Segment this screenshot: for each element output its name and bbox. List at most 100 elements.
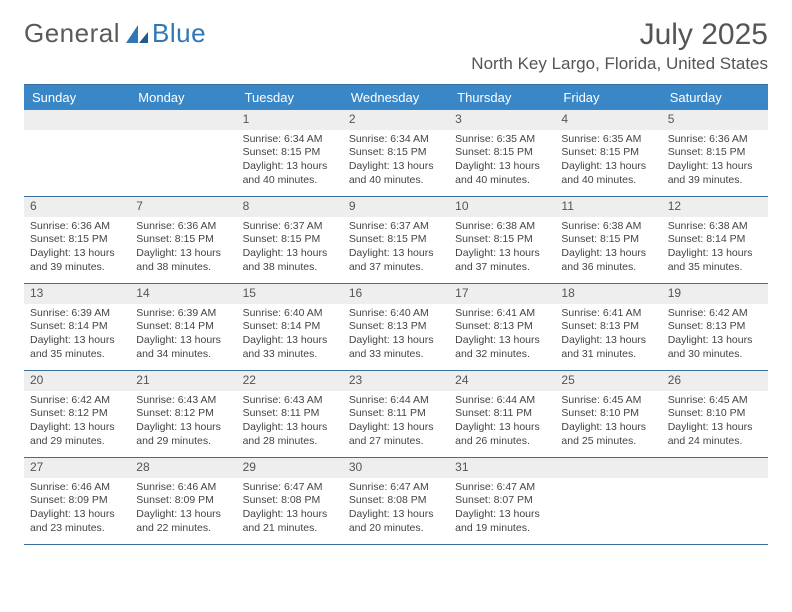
daylight-line: Daylight: 13 hours and 25 minutes. <box>561 421 655 448</box>
daylight-line: Daylight: 13 hours and 19 minutes. <box>455 508 549 535</box>
day-number: 8 <box>237 197 343 217</box>
daylight-line: Daylight: 13 hours and 39 minutes. <box>668 160 762 187</box>
day-number: 15 <box>237 284 343 304</box>
day-number: 17 <box>449 284 555 304</box>
day-number: 10 <box>449 197 555 217</box>
day-number: 20 <box>24 371 130 391</box>
day-details: Sunrise: 6:43 AMSunset: 8:12 PMDaylight:… <box>130 391 236 451</box>
day-number: 2 <box>343 110 449 130</box>
daylight-line: Daylight: 13 hours and 40 minutes. <box>243 160 337 187</box>
sunrise-line: Sunrise: 6:42 AM <box>668 307 762 321</box>
sunrise-line: Sunrise: 6:36 AM <box>30 220 124 234</box>
day-number: 26 <box>662 371 768 391</box>
day-number-empty <box>24 110 130 130</box>
day-number: 22 <box>237 371 343 391</box>
day-number: 18 <box>555 284 661 304</box>
day-number: 24 <box>449 371 555 391</box>
brand-word-1: General <box>24 18 120 49</box>
calendar-cell: 29Sunrise: 6:47 AMSunset: 8:08 PMDayligh… <box>237 458 343 544</box>
daylight-line: Daylight: 13 hours and 40 minutes. <box>455 160 549 187</box>
calendar-week: 1Sunrise: 6:34 AMSunset: 8:15 PMDaylight… <box>24 110 768 197</box>
sunrise-line: Sunrise: 6:42 AM <box>30 394 124 408</box>
sunset-line: Sunset: 8:15 PM <box>455 233 549 247</box>
day-details: Sunrise: 6:39 AMSunset: 8:14 PMDaylight:… <box>130 304 236 364</box>
calendar-cell: 8Sunrise: 6:37 AMSunset: 8:15 PMDaylight… <box>237 197 343 283</box>
sunset-line: Sunset: 8:13 PM <box>455 320 549 334</box>
sunset-line: Sunset: 8:14 PM <box>668 233 762 247</box>
sunrise-line: Sunrise: 6:43 AM <box>136 394 230 408</box>
day-number-empty <box>130 110 236 130</box>
day-number: 19 <box>662 284 768 304</box>
day-number: 14 <box>130 284 236 304</box>
sunset-line: Sunset: 8:15 PM <box>30 233 124 247</box>
calendar-cell: 20Sunrise: 6:42 AMSunset: 8:12 PMDayligh… <box>24 371 130 457</box>
daylight-line: Daylight: 13 hours and 40 minutes. <box>561 160 655 187</box>
sunset-line: Sunset: 8:13 PM <box>349 320 443 334</box>
day-details: Sunrise: 6:34 AMSunset: 8:15 PMDaylight:… <box>343 130 449 190</box>
day-number: 11 <box>555 197 661 217</box>
day-details: Sunrise: 6:36 AMSunset: 8:15 PMDaylight:… <box>24 217 130 277</box>
sunset-line: Sunset: 8:08 PM <box>349 494 443 508</box>
sunset-line: Sunset: 8:15 PM <box>455 146 549 160</box>
day-number: 16 <box>343 284 449 304</box>
calendar-cell: 31 Sunrise: 6:47 AMSunset: 8:07 PMDayligh… <box>449 458 555 544</box>
daylight-line: Daylight: 13 hours and 33 minutes. <box>349 334 443 361</box>
calendar-cell: 21Sunrise: 6:43 AMSunset: 8:12 PMDayligh… <box>130 371 236 457</box>
day-number: 21 <box>130 371 236 391</box>
daylight-line: Daylight: 13 hours and 27 minutes. <box>349 421 443 448</box>
daylight-line: Daylight: 13 hours and 28 minutes. <box>243 421 337 448</box>
day-number-empty <box>555 458 661 478</box>
day-details: Sunrise: 6:38 AMSunset: 8:14 PMDaylight:… <box>662 217 768 277</box>
calendar-cell: 2Sunrise: 6:34 AMSunset: 8:15 PMDaylight… <box>343 110 449 196</box>
daylight-line: Daylight: 13 hours and 21 minutes. <box>243 508 337 535</box>
sunset-line: Sunset: 8:07 PM <box>455 494 549 508</box>
sunset-line: Sunset: 8:08 PM <box>243 494 337 508</box>
location-subtitle: North Key Largo, Florida, United States <box>471 54 768 74</box>
calendar-cell: 9Sunrise: 6:37 AMSunset: 8:15 PMDaylight… <box>343 197 449 283</box>
day-details: Sunrise: 6:39 AMSunset: 8:14 PMDaylight:… <box>24 304 130 364</box>
day-number: 12 <box>662 197 768 217</box>
day-details: Sunrise: 6:40 AMSunset: 8:14 PMDaylight:… <box>237 304 343 364</box>
daylight-line: Daylight: 13 hours and 38 minutes. <box>136 247 230 274</box>
calendar-cell: 7Sunrise: 6:36 AMSunset: 8:15 PMDaylight… <box>130 197 236 283</box>
sunset-line: Sunset: 8:13 PM <box>668 320 762 334</box>
day-number: 25 <box>555 371 661 391</box>
sunset-line: Sunset: 8:15 PM <box>561 146 655 160</box>
calendar-week: 20Sunrise: 6:42 AMSunset: 8:12 PMDayligh… <box>24 371 768 458</box>
daylight-line: Daylight: 13 hours and 29 minutes. <box>30 421 124 448</box>
sunset-line: Sunset: 8:15 PM <box>668 146 762 160</box>
daylight-line: Daylight: 13 hours and 33 minutes. <box>243 334 337 361</box>
daylight-line: Daylight: 13 hours and 20 minutes. <box>349 508 443 535</box>
calendar-cell: 24Sunrise: 6:44 AMSunset: 8:11 PMDayligh… <box>449 371 555 457</box>
calendar-cell: 10Sunrise: 6:38 AMSunset: 8:15 PMDayligh… <box>449 197 555 283</box>
calendar-cell: 18Sunrise: 6:41 AMSunset: 8:13 PMDayligh… <box>555 284 661 370</box>
calendar-cell: 25Sunrise: 6:45 AMSunset: 8:10 PMDayligh… <box>555 371 661 457</box>
brand-logo: General Blue <box>24 18 206 49</box>
day-number: 31 <box>449 458 555 478</box>
day-number: 13 <box>24 284 130 304</box>
day-details: Sunrise: 6:47 AMSunset: 8:08 PMDaylight:… <box>343 478 449 538</box>
day-details: Sunrise: 6:42 AMSunset: 8:13 PMDaylight:… <box>662 304 768 364</box>
calendar-cell-empty <box>662 458 768 544</box>
sunset-line: Sunset: 8:10 PM <box>561 407 655 421</box>
calendar-cell: 22Sunrise: 6:43 AMSunset: 8:11 PMDayligh… <box>237 371 343 457</box>
calendar-cell: 15Sunrise: 6:40 AMSunset: 8:14 PMDayligh… <box>237 284 343 370</box>
day-details: Sunrise: 6:37 AMSunset: 8:15 PMDaylight:… <box>343 217 449 277</box>
day-details: Sunrise: 6:44 AMSunset: 8:11 PMDaylight:… <box>449 391 555 451</box>
daylight-line: Daylight: 13 hours and 35 minutes. <box>30 334 124 361</box>
sunrise-line: Sunrise: 6:35 AM <box>561 133 655 147</box>
sunrise-line: Sunrise: 6:47 AM <box>455 481 549 495</box>
sunrise-line: Sunrise: 6:38 AM <box>455 220 549 234</box>
calendar-cell: 16Sunrise: 6:40 AMSunset: 8:13 PMDayligh… <box>343 284 449 370</box>
day-details: Sunrise: 6:47 AMSunset: 8:08 PMDaylight:… <box>237 478 343 538</box>
calendar-cell-empty <box>24 110 130 196</box>
daylight-line: Daylight: 13 hours and 39 minutes. <box>30 247 124 274</box>
calendar-cell: 23Sunrise: 6:44 AMSunset: 8:11 PMDayligh… <box>343 371 449 457</box>
sunset-line: Sunset: 8:11 PM <box>455 407 549 421</box>
sunrise-line: Sunrise: 6:36 AM <box>668 133 762 147</box>
daylight-line: Daylight: 13 hours and 40 minutes. <box>349 160 443 187</box>
weekday-header: Saturday <box>662 85 768 110</box>
daylight-line: Daylight: 13 hours and 35 minutes. <box>668 247 762 274</box>
sunrise-line: Sunrise: 6:38 AM <box>668 220 762 234</box>
day-details: Sunrise: 6:44 AMSunset: 8:11 PMDaylight:… <box>343 391 449 451</box>
